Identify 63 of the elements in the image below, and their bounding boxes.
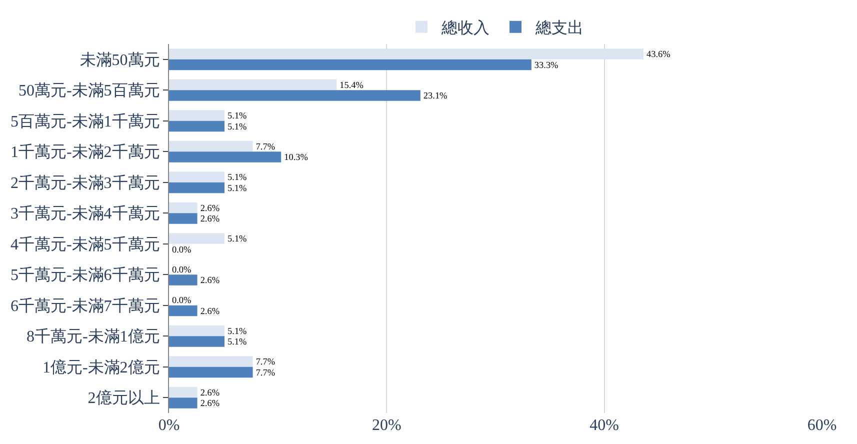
bar xyxy=(169,366,253,378)
y-tick-label: 6千萬元-未滿7千萬元 xyxy=(10,296,160,315)
bar xyxy=(169,182,225,194)
data-label: 5.1% xyxy=(228,336,248,347)
y-tick-label: 1千萬元-未滿2千萬元 xyxy=(10,143,160,162)
bar xyxy=(169,48,644,60)
bar xyxy=(169,202,198,214)
x-tick-label: 60% xyxy=(807,417,837,434)
y-tick-label: 1億元-未滿2億元 xyxy=(42,358,160,376)
data-label: 5.1% xyxy=(228,110,248,121)
data-label: 0.0% xyxy=(172,244,192,254)
data-label: 7.7% xyxy=(256,367,276,378)
x-tick-label: 0% xyxy=(158,417,180,434)
data-label: 7.7% xyxy=(256,141,276,152)
data-label: 2.6% xyxy=(200,202,220,213)
bar xyxy=(169,274,198,286)
bar xyxy=(169,398,198,408)
y-tick-label: 5百萬元-未滿1千萬元 xyxy=(10,112,160,130)
data-label: 23.1% xyxy=(423,90,448,101)
data-label: 5.1% xyxy=(228,326,248,336)
bar xyxy=(169,325,225,336)
data-label: 43.6% xyxy=(646,49,671,60)
bar xyxy=(169,152,282,162)
data-label: 0.0% xyxy=(172,295,192,306)
y-tick-label: 50萬元-未滿5百萬元 xyxy=(18,82,160,100)
data-label: 5.1% xyxy=(228,121,248,132)
data-label: 2.6% xyxy=(200,306,220,316)
bar xyxy=(169,140,253,152)
data-label: 2.6% xyxy=(200,398,220,408)
bar xyxy=(169,79,337,90)
bar xyxy=(169,356,253,367)
bar xyxy=(169,336,225,347)
y-tick-label: 5千萬元-未滿6千萬元 xyxy=(10,266,160,284)
data-label: 7.7% xyxy=(256,356,276,367)
bar xyxy=(169,213,198,224)
bar xyxy=(169,305,198,316)
data-label: 2.6% xyxy=(200,214,220,224)
data-label: 0.0% xyxy=(172,264,192,274)
data-label: 15.4% xyxy=(340,80,364,90)
legend-label: 總收入 xyxy=(440,19,490,38)
data-label: 5.1% xyxy=(228,172,248,182)
y-tick-label: 未滿50萬元 xyxy=(80,50,160,69)
y-tick-label: 4千萬元-未滿5千萬元 xyxy=(10,235,160,254)
x-tick-label: 40% xyxy=(590,417,619,434)
bar xyxy=(169,386,198,398)
y-tick-label: 2億元以上 xyxy=(88,389,160,408)
data-label: 2.6% xyxy=(200,275,220,286)
y-tick-label: 3千萬元-未滿4千萬元 xyxy=(10,204,160,223)
data-label: 5.1% xyxy=(228,182,248,193)
x-tick-label: 20% xyxy=(372,417,402,434)
y-tick-label: 2千萬元-未滿3千萬元 xyxy=(10,174,160,192)
bar xyxy=(169,233,225,244)
data-label: 5.1% xyxy=(228,234,248,244)
data-label: 2.6% xyxy=(200,387,220,398)
data-label: 33.3% xyxy=(534,60,559,70)
bar xyxy=(169,172,225,182)
data-label: 10.3% xyxy=(284,152,308,162)
bar xyxy=(169,90,420,101)
bar xyxy=(169,110,225,121)
y-tick-label: 8千萬元-未滿1億元 xyxy=(26,328,160,346)
legend-label: 總支出 xyxy=(534,19,584,38)
bar xyxy=(169,120,225,132)
bar xyxy=(169,59,532,70)
